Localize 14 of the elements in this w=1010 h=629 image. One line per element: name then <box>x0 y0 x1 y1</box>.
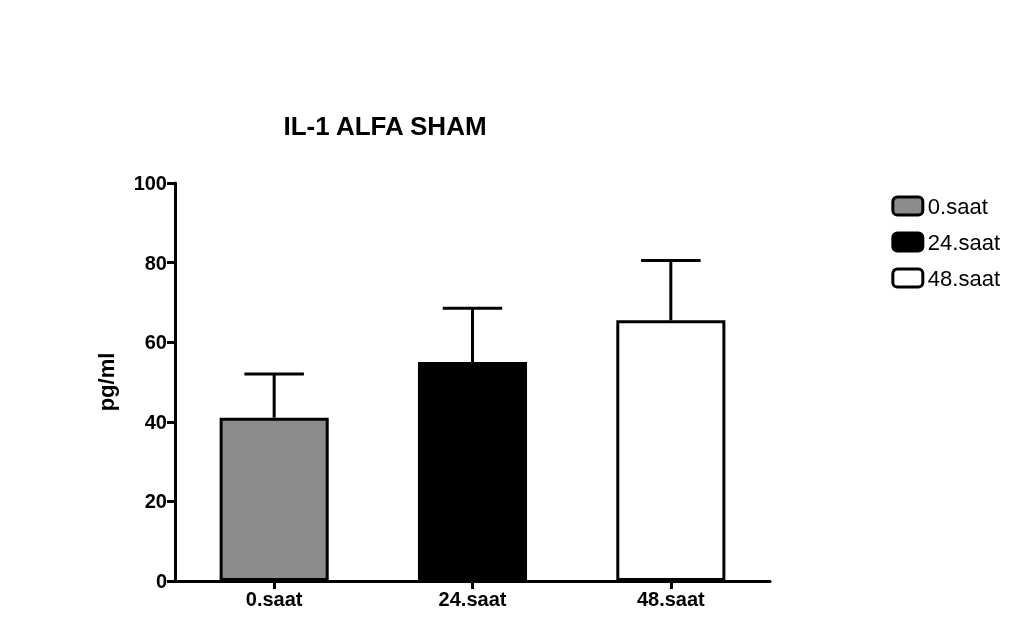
y-tick-label: 40 <box>144 410 167 433</box>
x-tick-label: 24.saat <box>438 588 507 610</box>
legend-label: 24.saat <box>927 229 1001 255</box>
y-tick-label: 80 <box>144 251 167 274</box>
x-tick-label: 48.saat <box>636 588 706 610</box>
legend-label: 48.saat <box>927 265 1001 291</box>
legend-label: 0.saat <box>927 193 988 219</box>
y-tick-label: 20 <box>144 490 167 513</box>
y-tick-label: 60 <box>144 331 167 354</box>
chart-title: IL-1 ALFA SHAM <box>283 111 487 141</box>
y-tick-label: 100 <box>133 172 167 194</box>
x-tick-label: 0.saat <box>245 588 303 610</box>
y-tick-label: 0 <box>155 570 167 592</box>
y-axis-title: pg/ml <box>93 352 119 412</box>
